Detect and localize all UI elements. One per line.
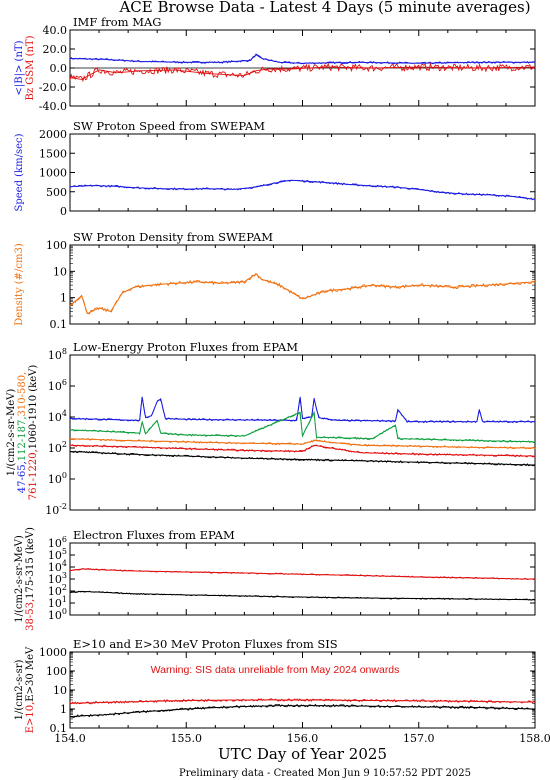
y-axis-label: 1/(cm2-s-sr-MeV)47-65,112-187,310-580, 76… bbox=[6, 365, 39, 501]
y-tick-label: 102 bbox=[48, 440, 67, 455]
y-tick-label: 1 bbox=[60, 703, 67, 716]
y-tick-label: 100 bbox=[46, 239, 67, 252]
x-tick-label: 154.0 bbox=[54, 732, 86, 745]
y-label-part: Bz GSM (nT) bbox=[25, 35, 36, 100]
y-tick-label: 10-2 bbox=[45, 502, 67, 517]
y-tick-label: 1 bbox=[60, 292, 67, 305]
y-tick-label: 100 bbox=[48, 471, 67, 486]
y-tick-label: 0 bbox=[60, 205, 67, 218]
panel-4: Low-Energy Proton Fluxes from EPAM 108 106… bbox=[6, 340, 536, 517]
y-axis-label: <|B|> (nT)Bz GSM (nT) bbox=[14, 35, 36, 100]
x-axis-label: UTC Day of Year 2025 bbox=[218, 745, 387, 763]
series-blue-peaks bbox=[69, 179, 536, 200]
panel-title: E>10 and E>30 MeV Proton Fluxes from SIS bbox=[73, 637, 338, 651]
panel-5: Electron Fluxes from EPAM106105104103102… bbox=[14, 527, 536, 631]
footer-text: Preliminary data - Created Mon Jun 9 10:… bbox=[179, 768, 471, 779]
series-orange-peaks bbox=[69, 438, 536, 449]
series-red-peaks bbox=[69, 699, 536, 704]
plot-frame bbox=[69, 133, 536, 212]
series-black-line bbox=[69, 703, 536, 718]
plot-frame bbox=[69, 542, 536, 616]
series-blue-line bbox=[69, 179, 536, 201]
panel-6: E>10 and E>30 MeV Proton Fluxes from SIS… bbox=[14, 637, 550, 763]
y-tick-label: 2000 bbox=[39, 128, 67, 141]
y-tick-label: 10 bbox=[53, 684, 67, 697]
y-tick-label: 100 bbox=[46, 665, 67, 678]
y-label-part: <|B|> (nT) bbox=[14, 40, 25, 95]
y-tick-label: -20.0 bbox=[39, 81, 67, 94]
y-axis-label: Speed (km/sec) bbox=[14, 133, 25, 211]
y-label-part: 761-1220, bbox=[28, 449, 39, 500]
y-label-part: Speed (km/sec) bbox=[14, 133, 25, 211]
y-axis-label: 1/(cm2-s-sr-MeV)38-53,175-315 (keV) bbox=[14, 527, 36, 631]
y-label-part: E>30 MeV bbox=[25, 646, 36, 702]
y-tick-label: 1000 bbox=[39, 167, 67, 180]
plot-frame bbox=[69, 244, 536, 325]
y-label-part: 1/(cm2-s-sr) bbox=[14, 660, 25, 721]
series-black-peaks bbox=[69, 450, 536, 466]
y-tick-label: 10 bbox=[53, 265, 67, 278]
series-green-peaks bbox=[69, 410, 536, 443]
y-tick-label: 0.1 bbox=[50, 318, 68, 331]
y-label-part: Density (#/cm3) bbox=[14, 243, 25, 326]
panel-title: IMF from MAG bbox=[73, 15, 161, 29]
series-red-peaks bbox=[69, 568, 536, 580]
series-orange-peaks bbox=[69, 273, 536, 315]
y-axis-label: Density (#/cm3) bbox=[14, 243, 25, 326]
y-label-part: 38-53, bbox=[25, 599, 36, 631]
series-black-peaks bbox=[69, 705, 536, 718]
y-tick-label: 0.1 bbox=[50, 722, 68, 735]
figure-title: ACE Browse Data - Latest 4 Days (5 minut… bbox=[118, 0, 530, 16]
panel-title: SW Proton Density from SWEPAM bbox=[73, 230, 273, 244]
series-red-peaks bbox=[69, 444, 536, 457]
panel-2: SW Proton Speed from SWEPAM 2000 1500 1000 5… bbox=[14, 119, 536, 218]
series-blue-peaks bbox=[69, 396, 535, 423]
panel-3: SW Proton Density from SWEPAM 100 10 1 0.1 De… bbox=[14, 230, 536, 331]
panel-title: Electron Fluxes from EPAM bbox=[73, 528, 235, 542]
y-label-part: 1/(cm2-s-sr-MeV) bbox=[14, 535, 25, 623]
y-label-part: 112-187, bbox=[17, 416, 28, 461]
series-blue-peaks bbox=[69, 54, 535, 64]
panel-title: Low-Energy Proton Fluxes from EPAM bbox=[73, 340, 298, 354]
y-tick-label: 40.0 bbox=[43, 24, 68, 37]
y-tick-label: 1500 bbox=[39, 147, 67, 160]
y-label-part: 1/(cm2-s-sr-MeV) bbox=[6, 389, 17, 477]
x-tick-label: 157.0 bbox=[403, 732, 435, 745]
series-orange-line bbox=[69, 272, 536, 315]
panel-title: SW Proton Speed from SWEPAM bbox=[73, 119, 265, 133]
y-tick-label: 1000 bbox=[39, 646, 67, 659]
y-tick-label: 20.0 bbox=[43, 43, 68, 56]
x-tick-label: 158.0 bbox=[519, 732, 550, 745]
y-tick-label: -40.0 bbox=[39, 100, 67, 113]
y-axis-label: 1/(cm2-s-sr)E>10,E>30 MeV bbox=[14, 646, 36, 733]
series-black-peaks bbox=[69, 590, 536, 601]
series-red-peaks bbox=[69, 66, 536, 80]
warning-annotation: Warning: SIS data unreliable from May 20… bbox=[151, 664, 400, 676]
y-tick-label: 104 bbox=[48, 409, 67, 424]
y-label-part: 47-65, bbox=[17, 461, 28, 493]
series-red-line bbox=[69, 62, 536, 83]
x-tick-label: 155.0 bbox=[171, 732, 203, 745]
y-tick-label: 108 bbox=[48, 347, 67, 362]
y-tick-label: 500 bbox=[46, 186, 67, 199]
y-tick-label: 106 bbox=[48, 378, 67, 393]
y-label-part: 1060-1910 (keV) bbox=[28, 365, 39, 450]
y-label-part: 175-315 (keV) bbox=[25, 527, 36, 599]
y-tick-label: 0.0 bbox=[50, 62, 68, 75]
x-tick-label: 156.0 bbox=[287, 732, 319, 745]
y-label-part: E>10, bbox=[25, 702, 36, 734]
y-label-part: 310-580, bbox=[17, 372, 28, 417]
y-tick-label: 100 bbox=[48, 607, 67, 622]
